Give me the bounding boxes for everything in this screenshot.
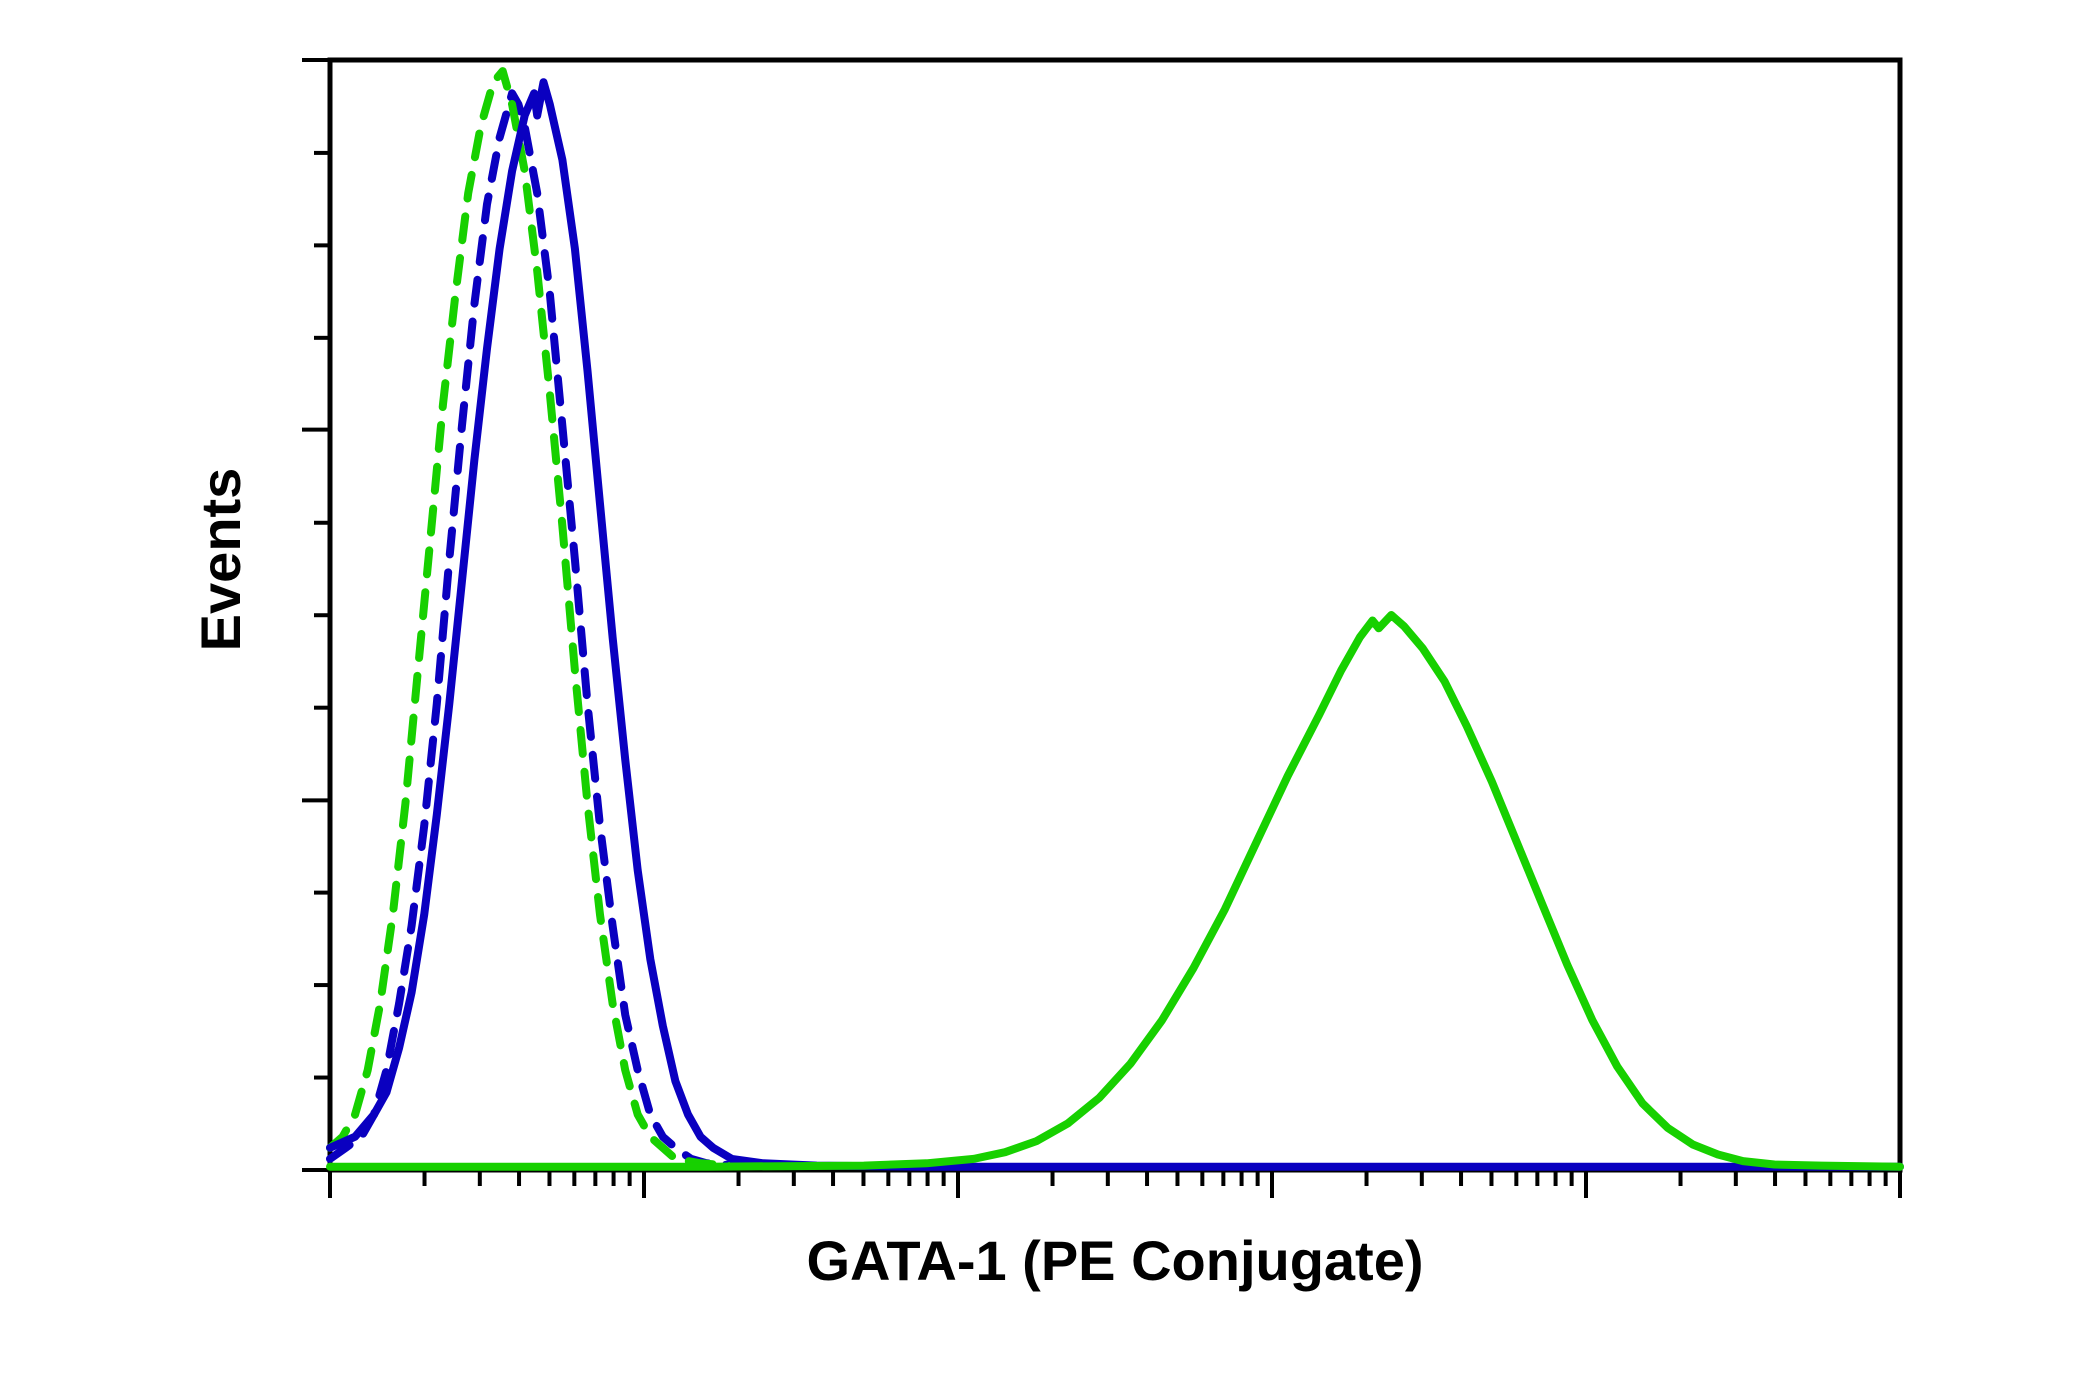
isotype-control-B-dashed-green	[330, 71, 732, 1166]
histogram-chart: Events GATA-1 (PE Conjugate)	[0, 0, 2080, 1400]
x-axis-label: GATA-1 (PE Conjugate)	[806, 1229, 1423, 1292]
negative-sample-solid-blue	[330, 82, 1900, 1167]
y-axis-label: Events	[189, 468, 252, 652]
chart-svg: Events GATA-1 (PE Conjugate)	[0, 0, 2080, 1400]
positive-sample-solid-green	[330, 615, 1900, 1167]
